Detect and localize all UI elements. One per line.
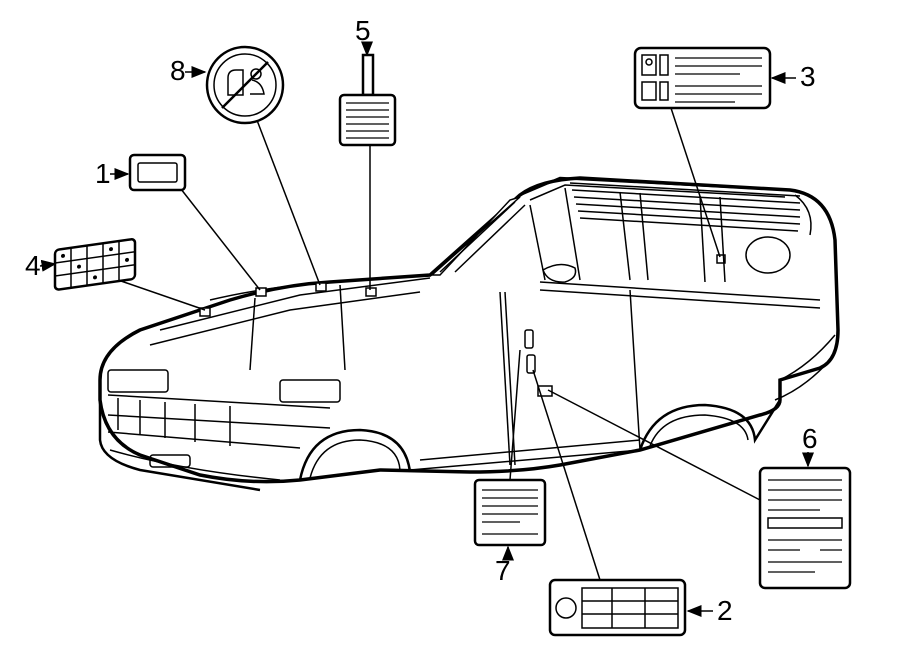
label-1-icon bbox=[130, 155, 185, 190]
callout-6-number: 6 bbox=[802, 423, 818, 454]
vehicle-outline bbox=[100, 178, 838, 490]
label-6-icon bbox=[760, 468, 850, 588]
callout-1-number: 1 bbox=[95, 158, 111, 189]
callout-8-number: 8 bbox=[170, 55, 186, 86]
callout-4-number: 4 bbox=[25, 250, 41, 281]
label-8-icon bbox=[207, 47, 283, 123]
parts-diagram: 1 8 5 3 4 6 7 2 bbox=[0, 0, 900, 661]
callout-5-number: 5 bbox=[355, 15, 371, 46]
callout-3-number: 3 bbox=[800, 61, 816, 92]
label-5-icon bbox=[340, 55, 395, 145]
label-7-icon bbox=[475, 480, 545, 545]
label-3-icon bbox=[635, 48, 770, 108]
callout-2-number: 2 bbox=[717, 595, 733, 626]
label-2-icon bbox=[550, 580, 685, 635]
